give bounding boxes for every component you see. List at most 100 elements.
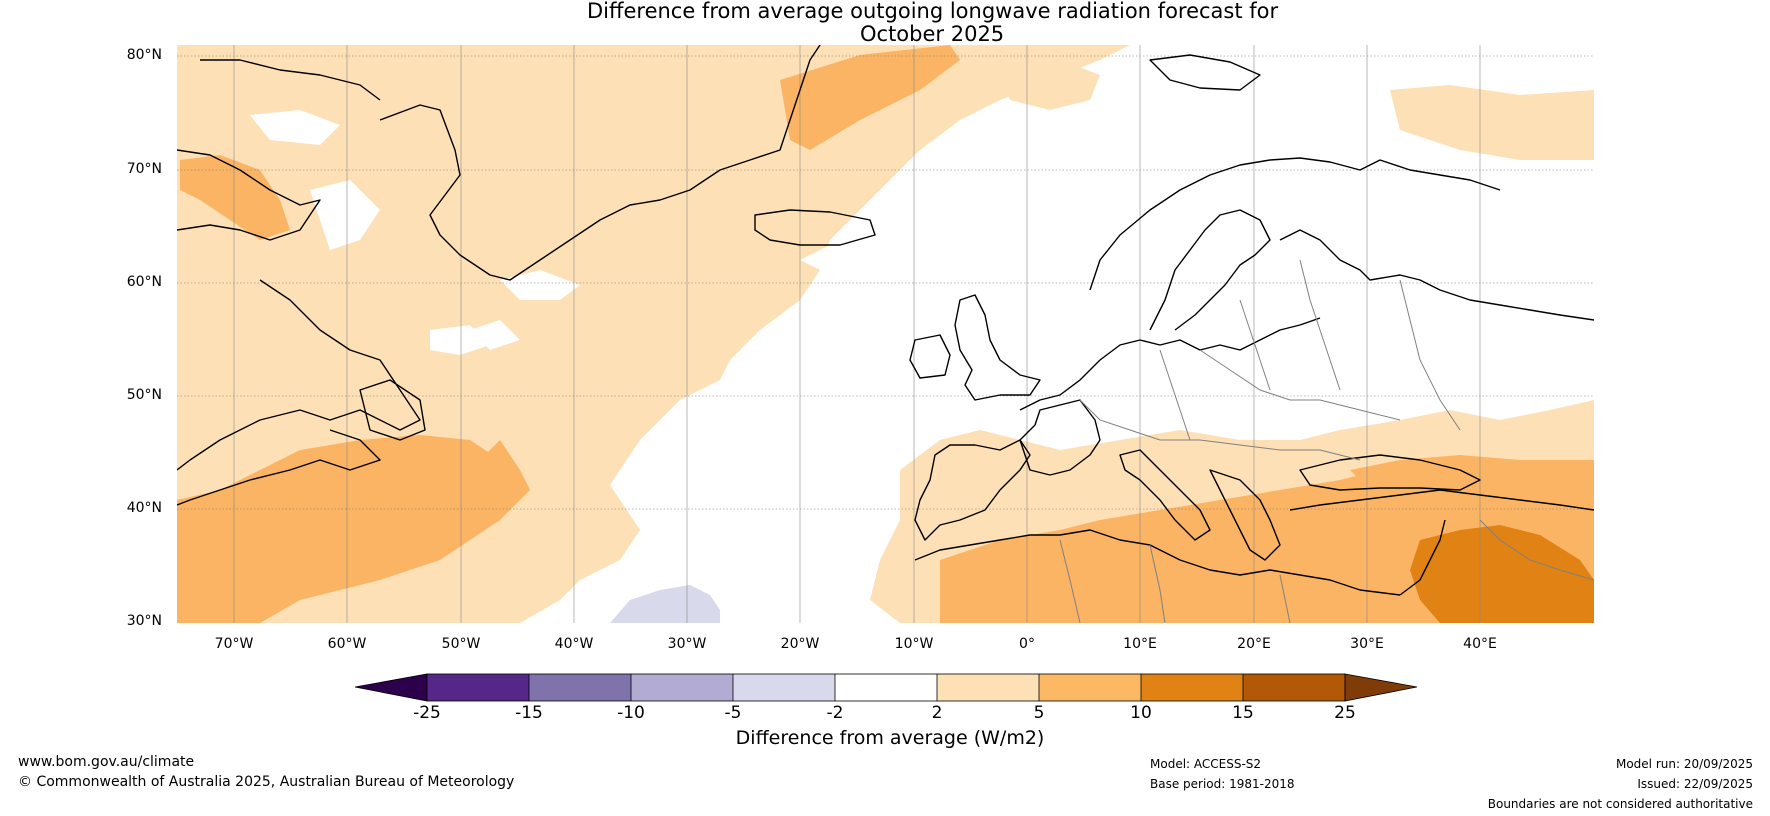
footer-disclaimer: Boundaries are not considered authoritat…	[1487, 797, 1753, 811]
border-8	[1059, 539, 1081, 623]
colorbar-tick-15: 15	[1232, 703, 1254, 723]
footer-issued: Issued: 22/09/2025	[1637, 777, 1753, 791]
coast-levant	[1399, 519, 1446, 596]
colorbar-tick-minus5: -5	[724, 703, 742, 723]
coast-norway	[1089, 157, 1501, 291]
mid-orange-region-labrador	[180, 155, 290, 240]
border-9	[1149, 544, 1166, 623]
coast-italy	[1119, 449, 1211, 541]
lat-label-70n: 70°N	[126, 161, 162, 177]
colorbar-bin-4	[733, 674, 835, 701]
footer-url[interactable]: www.bom.gov.au/climate	[18, 754, 195, 770]
light-orange-region-north	[177, 45, 1200, 380]
no-anomaly-hole-3	[310, 180, 380, 250]
colorbar-tick-2: 2	[931, 703, 943, 723]
border-3	[1199, 349, 1401, 421]
colorbar-bin-2	[529, 674, 631, 701]
light-purple-region	[610, 585, 720, 623]
lon-label-0: 0°	[1019, 636, 1035, 652]
chart-title: Difference from average outgoing longwav…	[0, 0, 1400, 46]
colorbar-dividers	[528, 674, 1244, 701]
lon-label-20w: 20°W	[780, 636, 820, 652]
border-5	[1299, 259, 1341, 391]
lon-label-60w: 60°W	[327, 636, 367, 652]
country-borders	[1059, 259, 1594, 623]
footer-copyright: © Commonwealth of Australia 2025, Austra…	[18, 774, 515, 790]
no-anomaly-hole-5	[500, 270, 580, 300]
title-line-2: October 2025	[860, 22, 1005, 46]
lon-label-50w: 50°W	[441, 636, 481, 652]
colorbar-bin-7	[1039, 674, 1141, 701]
colorbar-bin-1	[427, 674, 529, 701]
lat-label-80n: 80°N	[126, 47, 162, 63]
colorbar-tick-25: 25	[1334, 703, 1356, 723]
colorbar-frame	[426, 673, 1346, 702]
border-1	[1079, 399, 1361, 461]
lon-label-40e: 40°E	[1463, 636, 1497, 652]
colorbar-extend-high	[1344, 673, 1418, 702]
no-anomaly-hole-1	[250, 110, 340, 145]
mid-orange-region-east	[1350, 455, 1594, 540]
border-10	[1279, 574, 1291, 623]
lon-label-70w: 70°W	[214, 636, 254, 652]
lat-label-60n: 60°N	[126, 274, 162, 290]
no-anomaly-hole-4	[430, 325, 490, 355]
coast-great-britain	[954, 294, 1041, 401]
no-anomaly-europe	[610, 45, 1594, 623]
colorbar-tick-minus2: -2	[826, 703, 844, 723]
coast-svalbard	[1149, 54, 1261, 91]
meridians	[233, 45, 1481, 623]
colorbar-bin-9	[1243, 674, 1345, 701]
coast-baffin	[177, 149, 321, 241]
coast-balkans-greece	[1209, 469, 1281, 561]
title-line-1: Difference from average outgoing longwav…	[587, 0, 1279, 23]
footer-model-run: Model run: 20/09/2025	[1615, 757, 1753, 771]
coast-nova-scotia	[177, 429, 381, 506]
coast-turkey	[1289, 489, 1594, 511]
colorbar-bin-3	[631, 674, 733, 701]
lon-label-20e: 20°E	[1237, 636, 1271, 652]
colorbar-bin-6	[937, 674, 1039, 701]
coast-greenland	[379, 45, 821, 281]
border-2	[1159, 349, 1191, 441]
colorbar-tick-5: 5	[1033, 703, 1045, 723]
colorbar-tick-10: 10	[1130, 703, 1152, 723]
border-4	[1239, 299, 1271, 391]
lat-label-40n: 40°N	[126, 500, 162, 516]
colorbar-extend-low	[354, 673, 428, 702]
footer-model: Model: ACCESS-S2	[1150, 757, 1262, 771]
coast-black-sea	[1299, 454, 1481, 491]
coast-iberia	[914, 439, 1031, 541]
lat-label-50n: 50°N	[126, 387, 162, 403]
coast-finland	[1279, 229, 1594, 321]
lon-label-40w: 40°W	[554, 636, 594, 652]
dark-orange-region-middle-east	[1410, 525, 1594, 623]
colorbar-tick-minus10: -10	[617, 703, 645, 723]
colorbar-label: Difference from average (W/m2)	[735, 727, 1045, 749]
coast-iceland	[754, 209, 876, 246]
coast-france	[1019, 399, 1101, 476]
coast-labrador	[177, 279, 421, 471]
mid-orange-region-greenland	[780, 45, 960, 150]
lon-label-30w: 30°W	[667, 636, 707, 652]
colorbar-bin-8	[1141, 674, 1243, 701]
coast-newfoundland	[359, 379, 426, 441]
border-6	[1399, 279, 1461, 431]
coastlines	[177, 45, 1594, 596]
lon-label-10e: 10°E	[1123, 636, 1157, 652]
coast-greenland-west	[200, 59, 381, 101]
lon-label-10w: 10°W	[894, 636, 934, 652]
colorbar-tick-minus15: -15	[515, 703, 543, 723]
light-orange-region-iceland-sea	[1000, 60, 1100, 110]
coast-sweden	[1149, 209, 1271, 331]
coast-ireland	[909, 334, 951, 379]
colorbar-bin-5	[835, 674, 937, 701]
coast-europe-north	[1019, 317, 1321, 411]
colorbar-tick-minus25: -25	[413, 703, 441, 723]
light-orange-region-east-north	[1390, 85, 1594, 160]
footer-base-period: Base period: 1981-2018	[1150, 777, 1295, 791]
lon-label-30e: 30°E	[1350, 636, 1384, 652]
map-field	[177, 45, 1594, 623]
